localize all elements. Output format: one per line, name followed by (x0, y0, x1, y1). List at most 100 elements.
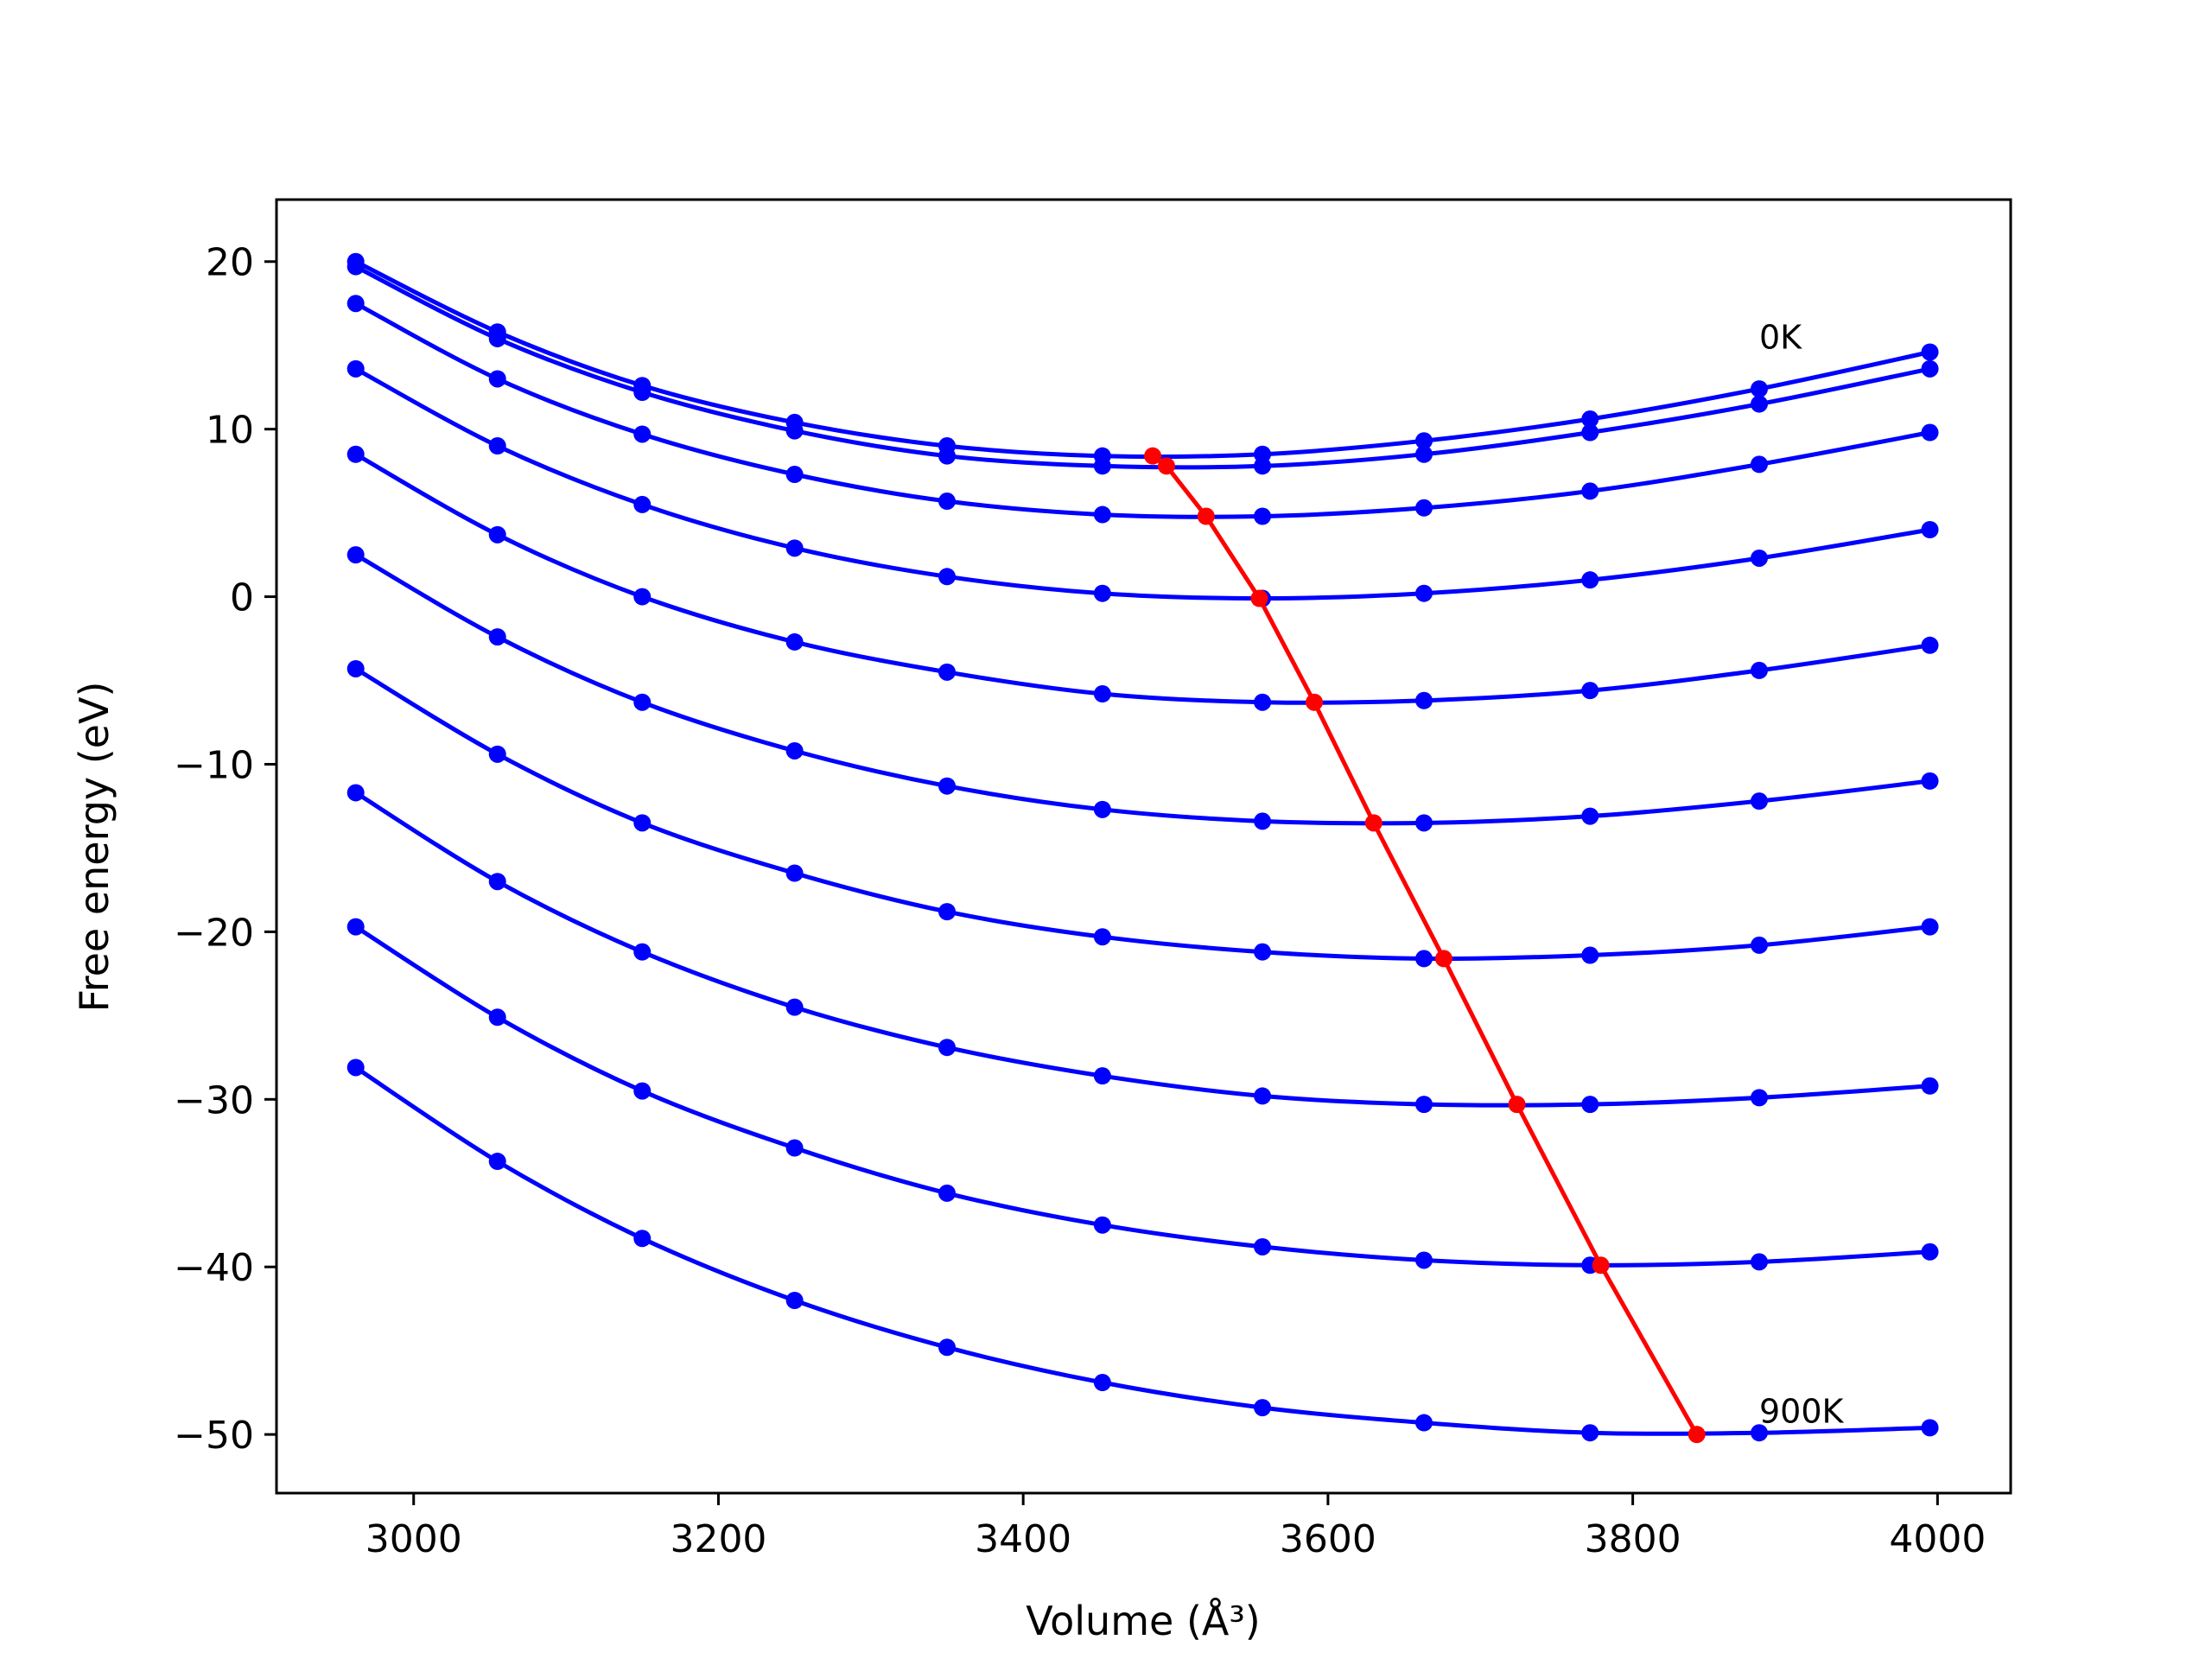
data-point (1415, 499, 1433, 517)
data-point (785, 864, 804, 882)
data-point (785, 741, 804, 760)
data-point (785, 422, 804, 440)
data-point (1254, 1399, 1272, 1417)
x-tick-label: 3400 (975, 1517, 1071, 1561)
minimum-point (1434, 950, 1452, 968)
data-point (1254, 1087, 1272, 1105)
minimum-path (1144, 447, 1706, 1444)
x-tick-label: 3000 (365, 1517, 462, 1561)
x-tick-label: 3800 (1585, 1517, 1681, 1561)
x-tick-label: 3200 (670, 1517, 766, 1561)
data-point (1254, 457, 1272, 475)
data-point (1751, 380, 1769, 398)
data-point (1751, 549, 1769, 567)
data-point (785, 998, 804, 1016)
series-curve-8 (346, 784, 1939, 1114)
plot-content (346, 252, 1939, 1444)
y-tick-label: 10 (206, 409, 254, 453)
data-point (488, 745, 506, 763)
data-point (1751, 661, 1769, 679)
data-point (938, 903, 956, 921)
minimum-point (1364, 814, 1382, 832)
data-point (1921, 423, 1939, 442)
data-point (938, 1338, 956, 1357)
data-point (1581, 946, 1599, 964)
data-point (785, 539, 804, 557)
data-point (346, 445, 365, 463)
data-point (1415, 1414, 1433, 1432)
temperature-label: 900K (1759, 1393, 1845, 1431)
minimum-point (1688, 1426, 1706, 1444)
data-point (346, 659, 365, 677)
data-point (1921, 636, 1939, 654)
data-point (346, 546, 365, 564)
data-point (1751, 1089, 1769, 1107)
x-axis-title: Volume (Å³) (1026, 1598, 1261, 1644)
data-point (1581, 1096, 1599, 1114)
data-point (1921, 343, 1939, 361)
data-point (938, 1039, 956, 1057)
data-point (346, 784, 365, 802)
data-point (1415, 691, 1433, 709)
minimum-point (1144, 447, 1162, 465)
data-point (1093, 584, 1111, 602)
data-point (1093, 1374, 1111, 1392)
data-point (785, 466, 804, 484)
minimum-point (1508, 1096, 1526, 1114)
minimum-point (1306, 693, 1324, 711)
data-point (633, 1230, 652, 1248)
data-point (633, 495, 652, 513)
data-point (1093, 505, 1111, 524)
series-curve-7 (346, 659, 1939, 968)
data-point (633, 588, 652, 606)
data-point (488, 437, 506, 455)
series-curve-10 (346, 1058, 1939, 1442)
data-point (1581, 482, 1599, 500)
data-point (488, 1153, 506, 1171)
data-point (346, 295, 365, 313)
data-point (1254, 812, 1272, 830)
data-point (1093, 457, 1111, 475)
data-point (1254, 1237, 1272, 1255)
x-tick-label: 4000 (1889, 1517, 1986, 1561)
data-point (938, 493, 956, 511)
data-point (346, 1058, 365, 1077)
temperature-label: 0K (1759, 319, 1802, 357)
data-point (1093, 1067, 1111, 1085)
data-point (1254, 693, 1272, 711)
data-point (1093, 928, 1111, 946)
data-point (633, 693, 652, 711)
minimum-point (1592, 1256, 1610, 1274)
data-point (1921, 1077, 1939, 1095)
data-point (1254, 943, 1272, 961)
data-point (1415, 445, 1433, 463)
y-tick-label: −20 (174, 911, 254, 955)
data-point (1921, 521, 1939, 539)
data-point (1415, 1096, 1433, 1114)
x-axis-ticks: 3000 3200 3400 3600 3800 4000 (365, 1493, 1986, 1561)
data-point (1751, 936, 1769, 954)
annotations: 0K 900K (1759, 319, 1845, 1431)
data-point (1921, 1419, 1939, 1437)
y-tick-label: −10 (174, 743, 254, 787)
data-point (1581, 410, 1599, 429)
data-point (488, 370, 506, 388)
data-point (488, 1008, 506, 1027)
series-curve-6 (346, 546, 1939, 832)
data-point (488, 525, 506, 543)
data-point (1581, 571, 1599, 589)
y-axis-title: Free energy (eV) (71, 682, 118, 1013)
data-point (785, 1292, 804, 1310)
data-point (1415, 950, 1433, 968)
y-axis-ticks: 20 10 0 −10 −20 −30 −40 −50 (174, 241, 276, 1458)
data-point (938, 447, 956, 465)
y-tick-label: −50 (174, 1414, 254, 1458)
data-point (1751, 455, 1769, 474)
minimum-point (1197, 507, 1215, 525)
y-tick-label: −30 (174, 1078, 254, 1122)
data-point (488, 329, 506, 347)
plot-frame (275, 198, 2012, 1495)
series-curve-5 (346, 445, 1939, 711)
